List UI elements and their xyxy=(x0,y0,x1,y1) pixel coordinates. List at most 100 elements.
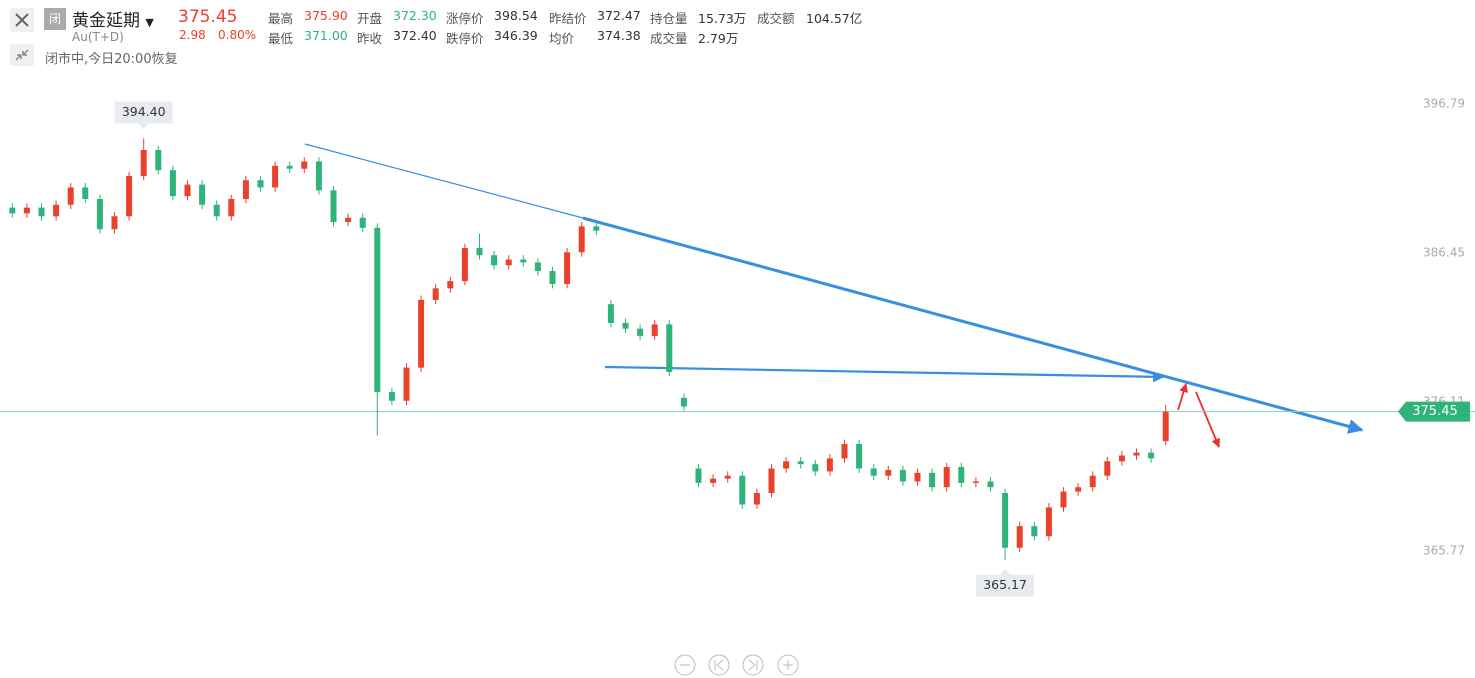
prev[interactable] xyxy=(708,654,730,676)
stat-value: 374.38 xyxy=(597,28,641,43)
trend-line xyxy=(582,216,1364,434)
symbol-name[interactable]: 黄金延期 ▼ xyxy=(72,11,154,31)
stat-label: 跌停价 xyxy=(446,31,484,46)
candle-body xyxy=(126,175,133,217)
y-tick-label: 386.45 xyxy=(1423,246,1465,260)
candle-body xyxy=(899,469,906,482)
candle-body xyxy=(67,187,74,205)
candle-body xyxy=(666,324,673,372)
candle-body xyxy=(82,187,89,199)
candle-body xyxy=(593,226,600,231)
candle-body xyxy=(272,165,279,188)
candle-body xyxy=(622,322,629,329)
stat-label: 最低 xyxy=(268,31,294,46)
candle-body xyxy=(870,468,877,476)
candle-body xyxy=(140,149,147,176)
stat-label: 均价 xyxy=(549,31,575,46)
candle-body xyxy=(768,468,775,493)
candle-body xyxy=(432,288,439,300)
candle-body xyxy=(826,458,833,472)
candle-body xyxy=(680,397,687,407)
price-change-pct: 0.80% xyxy=(218,28,257,42)
candle-body xyxy=(753,492,760,505)
candle-body xyxy=(461,247,468,282)
last-price-tag xyxy=(1398,401,1470,422)
next[interactable] xyxy=(742,654,764,676)
trend-line-thin xyxy=(304,143,584,219)
candle-body xyxy=(929,472,936,488)
candle-body xyxy=(53,204,60,217)
candle-body xyxy=(1031,526,1038,537)
stat-value: 372.40 xyxy=(393,28,437,43)
candle-body xyxy=(155,149,162,171)
candle-body xyxy=(184,184,191,197)
close-icon xyxy=(15,13,29,27)
candle-body xyxy=(724,475,731,479)
candle-body xyxy=(856,443,863,469)
candle-body xyxy=(1002,492,1009,548)
candle-body xyxy=(213,204,220,217)
candle-body xyxy=(1118,455,1125,462)
candle-body xyxy=(23,207,30,214)
stat-label: 昨收 xyxy=(357,31,383,46)
stat-value: 372.30 xyxy=(393,8,437,23)
stat-label: 成交量 xyxy=(650,31,688,46)
candle-body xyxy=(1133,452,1140,456)
last-price: 375.45 xyxy=(178,7,238,27)
candle-body xyxy=(476,247,483,256)
y-tick-label: 376.11 xyxy=(1423,395,1465,409)
price-change: 2.98 xyxy=(179,28,206,42)
candle-body xyxy=(388,392,395,401)
candle-body xyxy=(169,170,176,197)
candle-body xyxy=(1075,487,1082,492)
stat-label: 昨结价 xyxy=(549,11,587,26)
candle-body xyxy=(1045,507,1052,537)
candle-body xyxy=(9,207,16,214)
zoom-controls xyxy=(674,654,799,676)
symbol-text: 黄金延期 xyxy=(72,11,140,31)
zoom-in[interactable] xyxy=(777,654,799,676)
candle-body xyxy=(534,262,541,272)
candle-body xyxy=(301,161,308,169)
candle-body xyxy=(607,304,614,323)
min-label: 365.17 xyxy=(983,577,1027,592)
stat-label: 最高 xyxy=(268,11,294,26)
y-tick-label: 365.77 xyxy=(1423,544,1465,558)
candle-body xyxy=(1104,461,1111,476)
collapse-button[interactable] xyxy=(10,44,34,66)
candle-body xyxy=(958,467,965,483)
stat-value: 2.79万 xyxy=(698,31,739,46)
candle-body xyxy=(943,467,950,488)
candle-body xyxy=(578,226,585,253)
zoom-out[interactable] xyxy=(674,654,696,676)
candle-body xyxy=(987,481,994,488)
candle-body xyxy=(797,461,804,465)
close-button[interactable] xyxy=(10,8,34,32)
candle-body xyxy=(199,184,206,205)
candle-body xyxy=(330,190,337,223)
max-label: 394.40 xyxy=(122,104,166,119)
candle-body xyxy=(914,472,921,482)
candle-body xyxy=(228,198,235,217)
stat-label: 持仓量 xyxy=(650,11,688,26)
stat-value: 398.54 xyxy=(494,8,538,23)
candle-body xyxy=(783,461,790,469)
candle-body xyxy=(1060,491,1067,508)
candle-body xyxy=(885,469,892,476)
status-badge: 闭 xyxy=(44,8,66,30)
candle-body xyxy=(520,259,527,263)
candle-body xyxy=(96,198,103,230)
stat-value: 372.47 xyxy=(597,8,641,23)
stat-value: 346.39 xyxy=(494,28,538,43)
candle-body xyxy=(564,252,571,285)
candle-body xyxy=(315,161,322,191)
candle-body xyxy=(812,464,819,472)
candle-body xyxy=(505,259,512,266)
collapse-icon xyxy=(15,49,29,61)
candle-body xyxy=(345,217,352,223)
stat-label: 成交额 xyxy=(757,11,795,26)
stat-value: 104.57亿 xyxy=(806,11,863,26)
candle-body xyxy=(111,216,118,230)
min-label-box xyxy=(976,568,1035,597)
